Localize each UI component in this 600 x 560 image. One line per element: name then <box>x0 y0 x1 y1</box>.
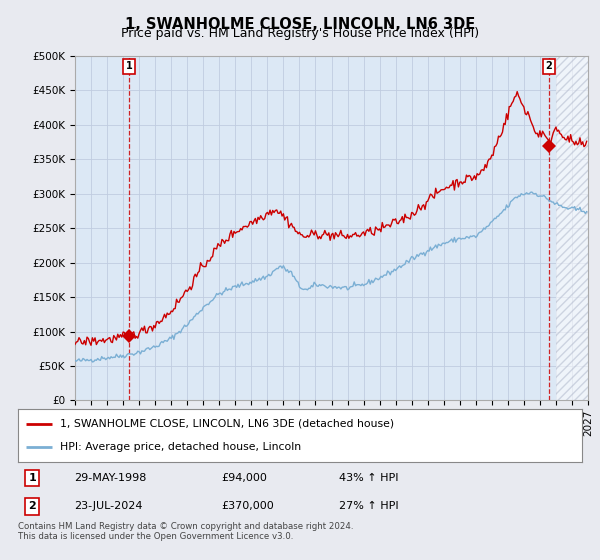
Text: 27% ↑ HPI: 27% ↑ HPI <box>340 501 399 511</box>
Text: 2: 2 <box>28 501 36 511</box>
Text: £370,000: £370,000 <box>221 501 274 511</box>
Text: 29-MAY-1998: 29-MAY-1998 <box>74 473 147 483</box>
Text: £94,000: £94,000 <box>221 473 267 483</box>
Text: 43% ↑ HPI: 43% ↑ HPI <box>340 473 399 483</box>
Text: 1, SWANHOLME CLOSE, LINCOLN, LN6 3DE: 1, SWANHOLME CLOSE, LINCOLN, LN6 3DE <box>125 17 475 32</box>
Text: Contains HM Land Registry data © Crown copyright and database right 2024.
This d: Contains HM Land Registry data © Crown c… <box>18 522 353 542</box>
Bar <box>556 56 588 400</box>
Text: 1: 1 <box>126 61 133 71</box>
Text: 23-JUL-2024: 23-JUL-2024 <box>74 501 143 511</box>
Text: HPI: Average price, detached house, Lincoln: HPI: Average price, detached house, Linc… <box>60 442 301 452</box>
Text: 2: 2 <box>545 61 552 71</box>
Text: 1: 1 <box>28 473 36 483</box>
Text: 1, SWANHOLME CLOSE, LINCOLN, LN6 3DE (detached house): 1, SWANHOLME CLOSE, LINCOLN, LN6 3DE (de… <box>60 419 394 429</box>
Text: Price paid vs. HM Land Registry's House Price Index (HPI): Price paid vs. HM Land Registry's House … <box>121 27 479 40</box>
